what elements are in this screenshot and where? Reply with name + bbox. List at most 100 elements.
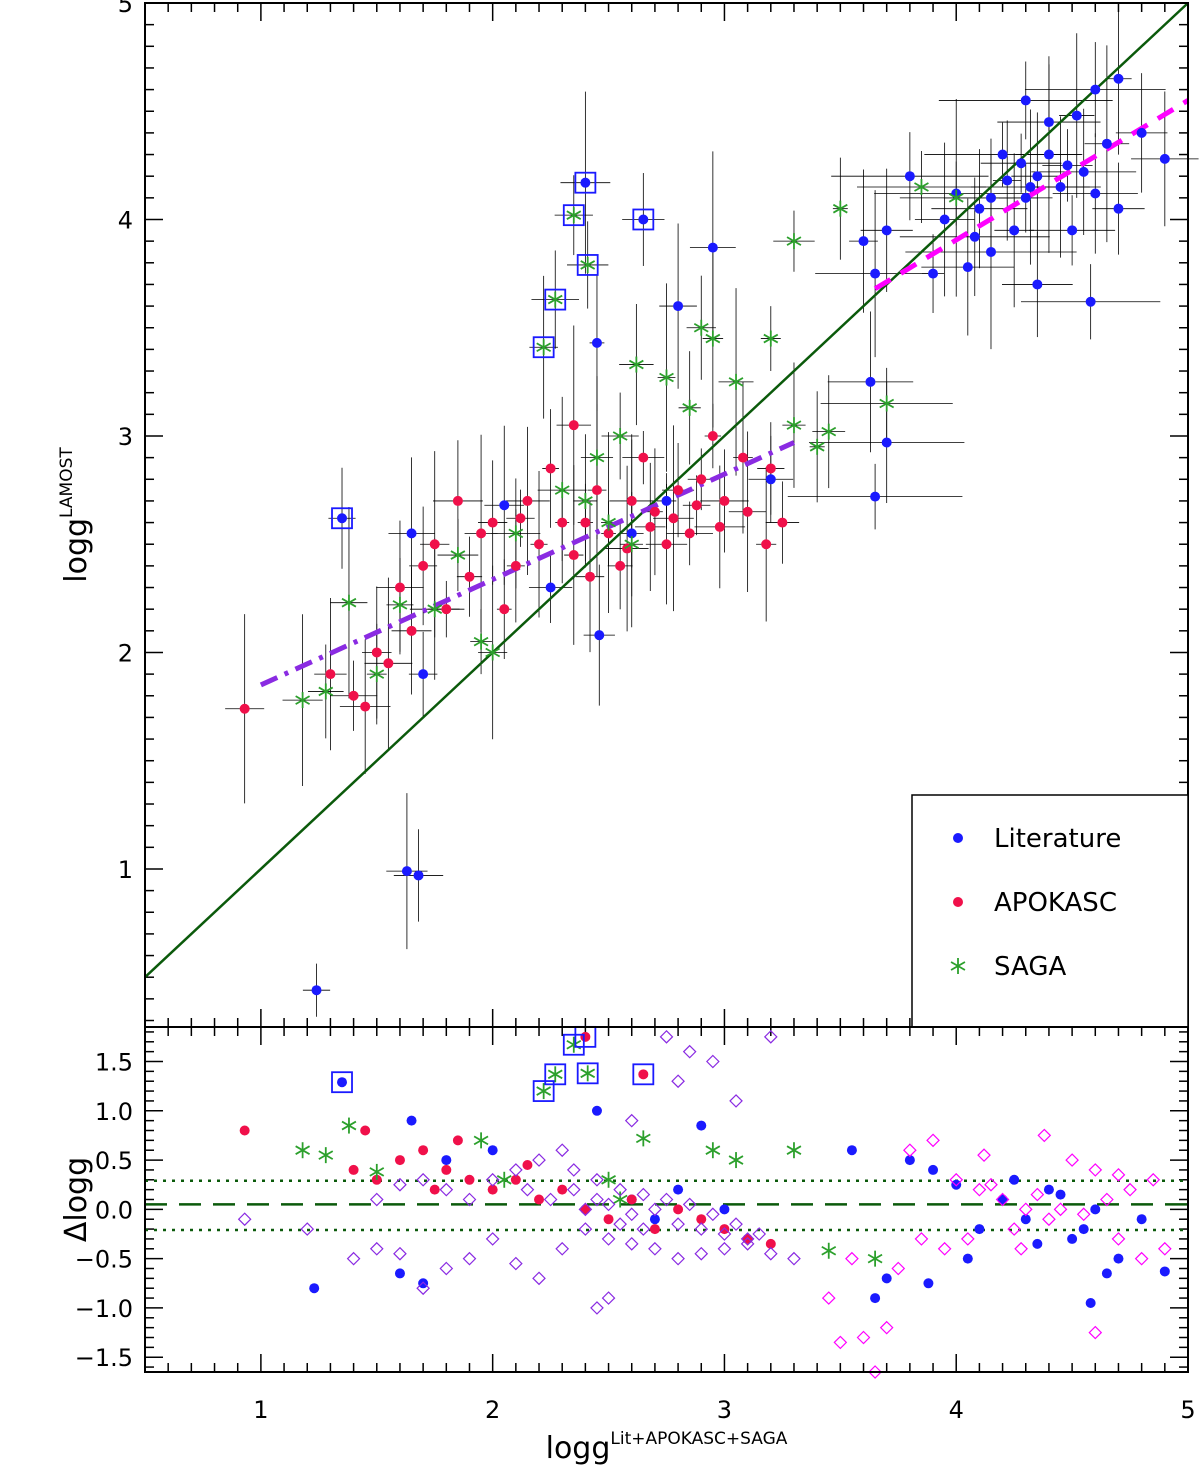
outlier-box [331,1071,353,1094]
giant-fit-residual-point [555,1143,570,1158]
giant-fit-residual-point [624,1113,639,1128]
legend: Literature APOKASC SAGA [911,794,1189,1028]
literature-point [1020,192,1031,203]
literature-point [962,1253,973,1264]
giant-fit-residual-point [659,1192,674,1207]
saga-point [809,438,825,455]
saga-point [295,1142,311,1159]
apokasc-point [626,495,637,506]
outlier-box [532,336,555,359]
apokasc-point [441,604,452,615]
literature-point [1136,1214,1147,1225]
literature-point [649,1214,660,1225]
dwarf-fit-residual-point [1123,1182,1137,1197]
saga-point [601,514,616,531]
apokasc-point [668,513,679,524]
saga-point [341,1117,357,1134]
literature-point [337,1077,348,1088]
giant-fit-residual-point [659,1030,674,1044]
apokasc-point [673,485,684,496]
literature-point [870,268,881,279]
apokasc-point [719,1224,730,1235]
apokasc-point [638,452,649,463]
literature-point [962,262,973,273]
apokasc-point [429,1184,440,1195]
apokasc-point [499,604,510,615]
apokasc-point [487,1184,498,1195]
giant-fit-residual-point [508,1163,523,1177]
dwarf-fit-line [873,98,1190,291]
giant-fit-residual-point [706,1054,720,1069]
dwarf-fit-residual-point [984,1177,998,1192]
apokasc-point [239,1125,250,1136]
literature-point [1085,1298,1096,1308]
saga-point [508,525,524,542]
literature-point [997,149,1008,160]
giant-fit-residual-point [416,1172,430,1187]
outlier-box [632,1063,655,1086]
dwarf-fit-residual-point [1076,1207,1091,1222]
y-tick-label: −0.5 [75,1246,133,1274]
apokasc-point [765,463,776,474]
saga-point [566,1036,582,1053]
apokasc-point [742,506,753,517]
giant-fit-residual-point [671,1217,685,1231]
saga-point [295,692,311,709]
apokasc-point [325,669,336,680]
dwarf-fit-residual-point [1146,1172,1161,1187]
saga-point [536,339,552,356]
literature-point [858,236,869,247]
bottom-y-axis-title: Δlogg [59,1157,94,1242]
literature-point [309,1283,320,1294]
literature-point [1090,188,1101,199]
apokasc-point [510,1174,521,1185]
literature-point [1043,1184,1054,1195]
literature-point [413,870,424,881]
literature-point [1078,166,1089,177]
dwarf-fit-residual-point [914,1232,929,1246]
x-tick-label: 4 [949,1396,964,1424]
giant-fit-residual-point [601,1232,616,1246]
dwarf-fit-residual-point [1053,1202,1068,1217]
saga-point [948,189,964,206]
apokasc-point [371,647,382,658]
literature-point [1032,1238,1043,1249]
giant-fit-residual-point [237,1212,252,1227]
giant-fit-residual-point [601,1197,616,1212]
outlier-box [532,1080,555,1102]
apokasc-point [719,495,730,506]
dwarf-fit-residual-point [1088,1325,1103,1340]
saga-point [628,356,644,373]
giant-fit-residual-point [300,1222,315,1236]
giant-fit-residual-point [624,1237,639,1251]
saga-point [566,207,582,224]
literature-point [487,1145,498,1156]
apokasc-point [557,517,568,528]
apokasc-point [394,1155,405,1166]
saga-point [589,449,605,466]
giant-fit-residual-point [369,1241,384,1256]
saga-point [427,601,443,618]
literature-point [1113,73,1124,84]
literature-point [591,1105,602,1116]
saga-point [369,1163,385,1180]
apokasc-point [418,560,429,571]
legend-saga-label: SAGA [994,952,1066,982]
literature-point [441,1155,452,1166]
literature-point [1090,84,1101,95]
literature-point [985,192,996,203]
bottom-outlier-boxes [331,1025,655,1102]
dwarf-fit-residual-point [1134,1251,1149,1266]
saga-point [867,1250,883,1267]
y-tick-label: 3 [118,423,133,451]
saga-point [473,633,489,650]
apokasc-point [626,1194,637,1205]
saga-point [536,1083,552,1100]
apokasc-point [545,463,556,474]
saga-point [577,492,593,509]
giant-fit-residual-point [416,1281,430,1296]
literature-point [1113,1253,1124,1264]
dwarf-fit-residual-point [1111,1232,1126,1246]
giant-fit-residual-point [763,1030,778,1044]
